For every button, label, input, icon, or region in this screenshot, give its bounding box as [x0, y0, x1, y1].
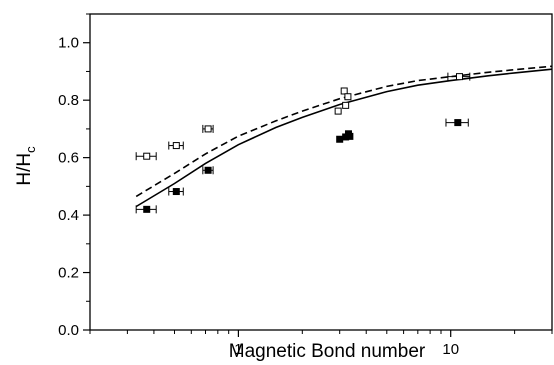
- open-square-point: [204, 125, 212, 133]
- dashed-model-curve: [135, 65, 553, 198]
- open-square-point: [172, 142, 180, 150]
- open-square-point: [340, 87, 348, 95]
- open-square-point: [342, 101, 350, 109]
- y-tick-label: 0.2: [58, 265, 79, 282]
- open-square-point: [334, 107, 342, 115]
- filled-square-point: [454, 119, 462, 127]
- y-axis-label: H/Hc: [14, 146, 38, 186]
- x-tick-label: 1: [234, 341, 242, 358]
- open-square-point: [143, 152, 151, 160]
- open-square-point: [344, 93, 352, 101]
- y-tick-label: 0.0: [58, 322, 79, 339]
- y-tick-label: 0.4: [58, 207, 79, 224]
- plot-frame: [89, 13, 553, 331]
- data-points: [135, 72, 471, 214]
- open-square-point: [455, 73, 463, 81]
- filled-square-point: [143, 205, 151, 213]
- y-tick-label: 0.8: [58, 92, 79, 109]
- filled-square-point: [336, 135, 344, 143]
- filled-square-point: [172, 188, 180, 196]
- x-tick-label: 10: [442, 341, 459, 358]
- axes: 0.0 0.2 0.4 0.6 0.8 1.0 1 10: [58, 13, 553, 358]
- x-axis-label: Magnetic Bond number: [229, 341, 426, 362]
- y-axis-label-main: H/H: [14, 153, 35, 186]
- y-tick-label: 1.0: [58, 35, 79, 52]
- y-tick-label: 0.6: [58, 150, 79, 167]
- y-axis-label-subscript: c: [23, 146, 38, 153]
- solid-model-curve: [135, 68, 553, 208]
- model-curves: [135, 65, 553, 208]
- filled-square-point: [346, 132, 354, 140]
- filled-square-point: [204, 166, 212, 174]
